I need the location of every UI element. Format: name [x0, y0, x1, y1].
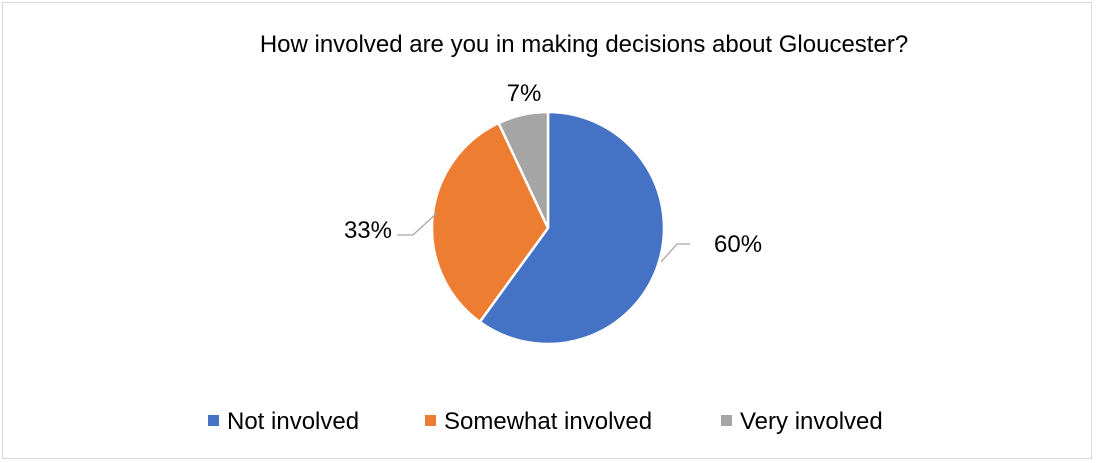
pie-slices: [430, 110, 666, 346]
chart-title: How involved are you in making decisions…: [260, 31, 908, 58]
legend-label-not-involved: Not involved: [227, 408, 359, 435]
leader-line-not-involved: [660, 243, 690, 263]
legend-swatch-not-involved: [208, 415, 219, 426]
legend-label-somewhat-involved: Somewhat involved: [444, 408, 652, 435]
leader-lines: [397, 212, 690, 263]
legend-swatch-somewhat-involved: [425, 415, 436, 426]
legend-label-very-involved: Very involved: [740, 408, 883, 435]
legend-swatch-very-involved: [721, 415, 732, 426]
data-labels: 60% 33% 7%: [344, 80, 762, 258]
pie-slice-very-involved: [497, 110, 550, 230]
data-label-somewhat-involved: 33%: [344, 217, 392, 244]
data-label-very-involved: 7%: [507, 80, 542, 107]
legend: Not involved Somewhat involved Very involv…: [208, 408, 883, 435]
data-label-not-involved: 60%: [714, 231, 762, 258]
leader-line-somewhat-involved: [397, 212, 438, 236]
pie-slice-not-involved: [478, 110, 666, 346]
